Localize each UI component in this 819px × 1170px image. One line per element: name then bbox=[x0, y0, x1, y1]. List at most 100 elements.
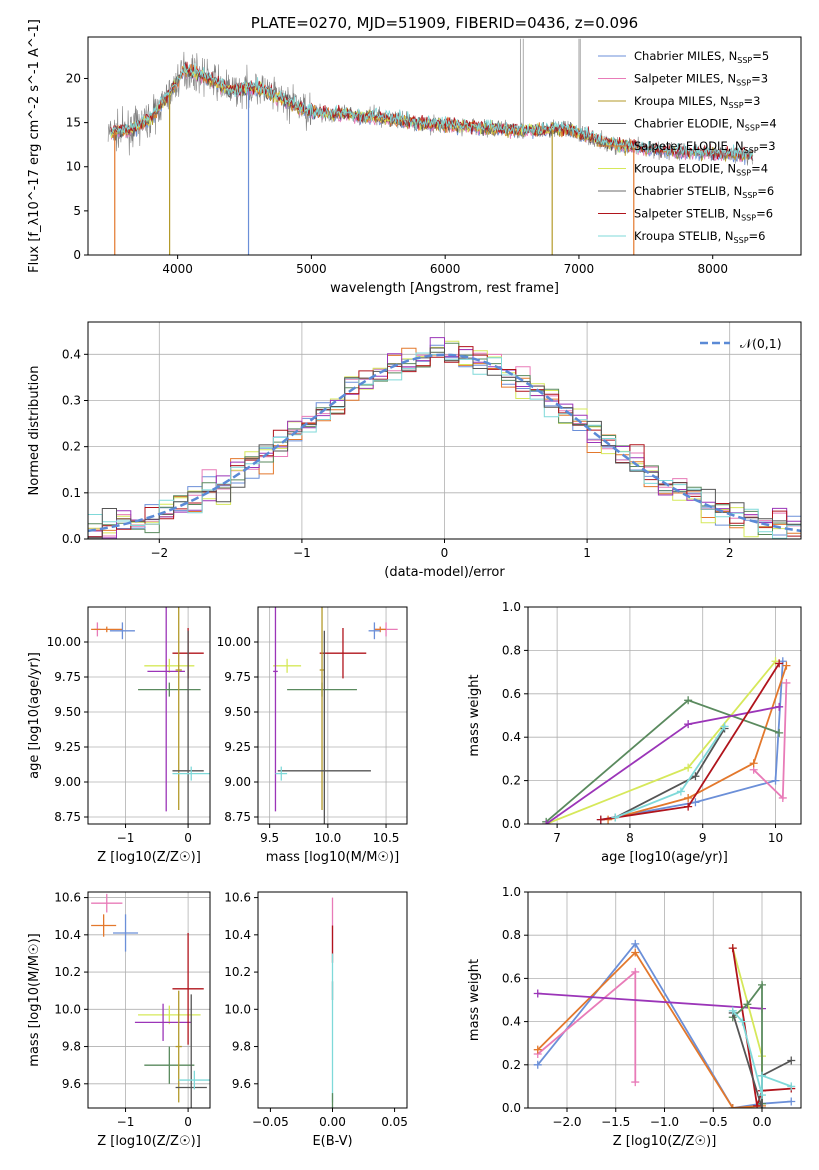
weight-line-5 bbox=[545, 705, 780, 824]
legend-sub: SSP bbox=[745, 124, 760, 133]
mass-vs-ebv-chart: −0.05 0.00 0.05 9.6 9.8 10.0 10.2 10.4 10.6 E(B-V… bbox=[224, 891, 408, 1149]
y-tick-label: 10.4 bbox=[54, 928, 81, 942]
histogram-5 bbox=[88, 337, 801, 539]
x-tick-label: −1 bbox=[117, 1115, 135, 1129]
y-tick-label: 20 bbox=[66, 71, 81, 85]
legend-sub: SSP bbox=[729, 101, 744, 110]
x-tick-label: 6000 bbox=[430, 262, 461, 276]
weight-marker bbox=[753, 1101, 762, 1108]
model-line-3 bbox=[110, 67, 633, 153]
weight-marker bbox=[533, 1045, 542, 1054]
y-tick-label: 0.1 bbox=[62, 486, 81, 500]
legend-label: Kroupa STELIB, NSSP=6 bbox=[634, 229, 765, 245]
x-tick-label: 10.5 bbox=[373, 831, 400, 845]
y-tick-label: 1.0 bbox=[502, 600, 521, 614]
weight-marker bbox=[771, 776, 780, 785]
weight-marker bbox=[758, 1104, 766, 1108]
legend-nssp: =5 bbox=[752, 49, 769, 63]
y-tick-label: 9.50 bbox=[54, 705, 81, 719]
x-tick-label: 0 bbox=[184, 831, 192, 845]
weight-marker bbox=[684, 763, 693, 772]
data-point bbox=[273, 607, 278, 812]
legend-sub: SSP bbox=[741, 214, 756, 223]
model-line-5 bbox=[110, 65, 633, 154]
weight-marker bbox=[787, 1056, 796, 1065]
x-tick-label: 0 bbox=[184, 1115, 192, 1129]
plot-area bbox=[88, 892, 210, 1108]
legend-nssp: =3 bbox=[751, 72, 768, 86]
weight-marker bbox=[533, 1060, 542, 1069]
x-tick-label: 10 bbox=[768, 831, 783, 845]
y-axis-label: mass weight bbox=[467, 674, 482, 756]
legend-sub: SSP bbox=[734, 236, 749, 245]
y-axis-label: Normed distribution bbox=[27, 366, 42, 496]
data-point bbox=[113, 914, 139, 952]
x-tick-label: −2.0 bbox=[552, 1115, 581, 1129]
x-tick-label: −0.5 bbox=[699, 1115, 728, 1129]
data-point bbox=[277, 630, 371, 824]
y-tick-label: 9.6 bbox=[62, 1077, 81, 1091]
data-point bbox=[144, 658, 195, 673]
data-point bbox=[172, 630, 204, 824]
data-point bbox=[138, 682, 201, 697]
weight-marker bbox=[743, 1000, 752, 1009]
plot-area bbox=[88, 607, 210, 824]
y-tick-label: 10.00 bbox=[47, 635, 81, 649]
weight-line-2 bbox=[537, 951, 763, 1108]
y-axis-label: age [log10(age/yr)] bbox=[27, 652, 42, 779]
y-tick-label: 10 bbox=[66, 160, 81, 174]
weight-marker bbox=[782, 678, 791, 687]
plot-area bbox=[528, 892, 801, 1108]
x-tick-label: 1 bbox=[583, 546, 591, 560]
age-vs-Z-chart: −1 0 8.75 9.00 9.25 9.50 9.75 10.00 Z [log10(Z/Z… bbox=[27, 606, 211, 865]
axes-frame bbox=[257, 606, 408, 825]
y-tick-label: 0.0 bbox=[502, 817, 521, 831]
weight-line-6 bbox=[732, 982, 763, 1104]
y-tick-label: 9.75 bbox=[224, 670, 251, 684]
x-axis-label: E(B-V) bbox=[312, 1134, 352, 1149]
y-tick-label: 0.2 bbox=[502, 1058, 521, 1072]
y-tick-label: 0.0 bbox=[62, 532, 81, 546]
weight-marker bbox=[775, 728, 784, 737]
x-tick-label: −1 bbox=[293, 546, 311, 560]
x-axis-label: mass [log10(M/M☉)] bbox=[266, 850, 399, 865]
x-tick-label: 2 bbox=[726, 546, 734, 560]
weight-line-2 bbox=[607, 665, 788, 821]
axes-frame bbox=[87, 36, 802, 256]
weight-marker bbox=[631, 967, 640, 976]
legend-label: Kroupa ELODIE, NSSP=4 bbox=[634, 162, 768, 178]
weight-marker bbox=[728, 944, 737, 953]
y-tick-label: 9.75 bbox=[54, 670, 81, 684]
x-tick-label: −0.05 bbox=[252, 1115, 289, 1129]
spectrum-chart: 4000 5000 6000 7000 8000 0 5 10 15 20 wavelength [… bbox=[27, 14, 802, 296]
y-axis-label: mass [log10(M/M☉)] bbox=[27, 933, 42, 1066]
data-point bbox=[91, 914, 117, 937]
weight-line-3 bbox=[537, 992, 763, 1010]
y-tick-label: 9.00 bbox=[224, 775, 251, 789]
residuals-chart: −2 −1 0 1 2 0.0 0.1 0.2 0.3 0.4 (data-model)/error… bbox=[27, 321, 802, 580]
weight-marker bbox=[684, 793, 693, 802]
weight-marker bbox=[787, 1097, 796, 1106]
weight-marker bbox=[684, 802, 693, 811]
weight-marker bbox=[631, 939, 640, 948]
legend-sub: SSP bbox=[742, 191, 757, 200]
x-axis-label: age [log10(age/yr)] bbox=[601, 850, 728, 865]
legend-nssp: =4 bbox=[751, 162, 768, 176]
y-tick-label: 10.00 bbox=[217, 635, 251, 649]
data-point bbox=[91, 893, 123, 913]
data-point bbox=[175, 607, 182, 810]
axes-frame bbox=[527, 606, 802, 825]
y-tick-label: 15 bbox=[66, 116, 81, 130]
x-axis-label: (data-model)/error bbox=[384, 565, 505, 580]
plot-area bbox=[528, 607, 801, 824]
plot-area bbox=[258, 607, 407, 824]
y-tick-label: 9.6 bbox=[232, 1077, 251, 1091]
data-point bbox=[319, 628, 367, 679]
y-tick-label: 9.25 bbox=[54, 740, 81, 754]
model-line-8 bbox=[110, 63, 754, 160]
x-tick-label: 8 bbox=[626, 831, 634, 845]
legend-nssp: =6 bbox=[756, 207, 773, 221]
y-tick-label: 9.50 bbox=[224, 705, 251, 719]
data-point bbox=[273, 658, 302, 673]
data-point bbox=[138, 1005, 201, 1025]
